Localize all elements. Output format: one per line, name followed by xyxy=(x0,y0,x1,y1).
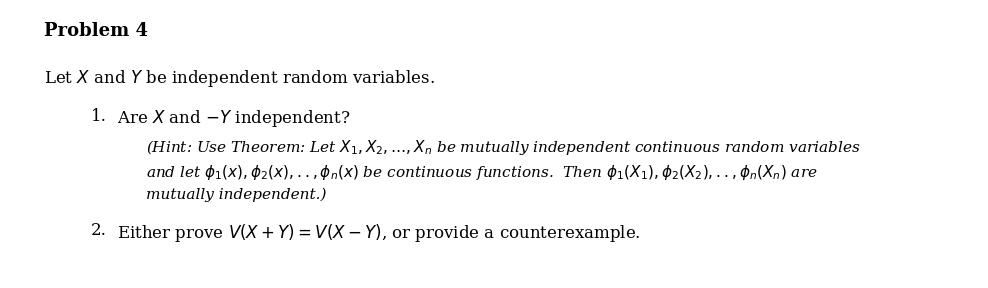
Text: 2.: 2. xyxy=(91,222,107,239)
Text: mutually independent.): mutually independent.) xyxy=(146,188,327,202)
Text: Are $X$ and $-Y$ independent?: Are $X$ and $-Y$ independent? xyxy=(117,108,350,129)
Text: Let $X$ and $Y$ be independent random variables.: Let $X$ and $Y$ be independent random va… xyxy=(44,68,436,89)
Text: Either prove $V(X+Y) = V(X-Y)$, or provide a counterexample.: Either prove $V(X+Y) = V(X-Y)$, or provi… xyxy=(117,222,640,244)
Text: and let $\phi_1(x), \phi_2(x), .., \phi_n(x)$ be continuous functions.  Then $\p: and let $\phi_1(x), \phi_2(x), .., \phi_… xyxy=(146,163,818,182)
Text: Problem 4: Problem 4 xyxy=(44,22,148,40)
Text: (Hint: Use Theorem: Let $X_1, X_2, \ldots, X_n$ be mutually independent continuo: (Hint: Use Theorem: Let $X_1, X_2, \ldot… xyxy=(146,138,861,157)
Text: 1.: 1. xyxy=(91,108,107,125)
